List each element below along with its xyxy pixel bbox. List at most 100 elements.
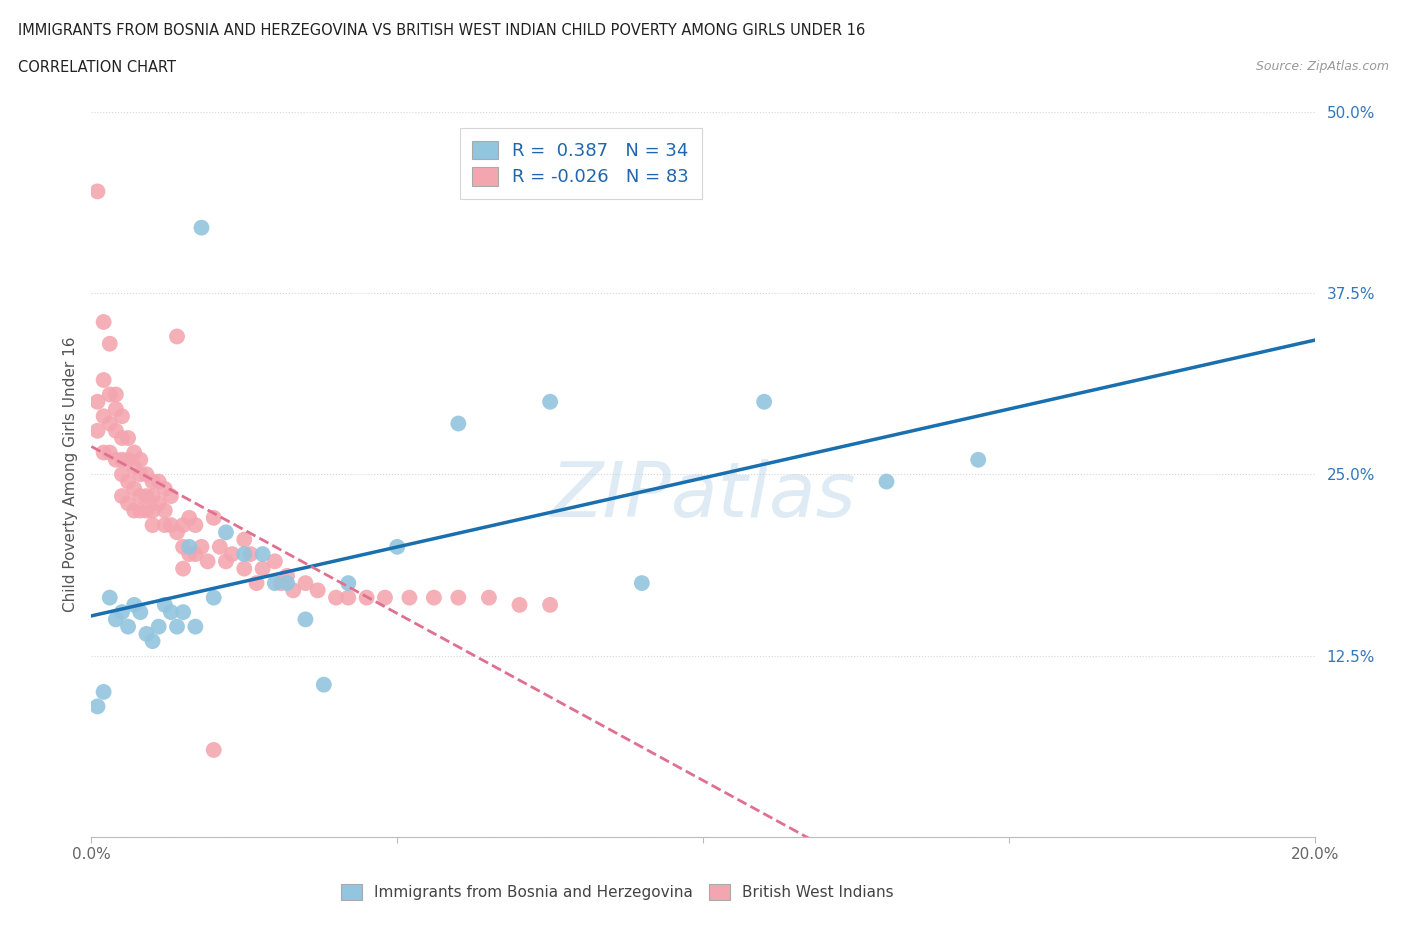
Point — [385, 539, 409, 554]
Point — [148, 474, 170, 489]
Point — [252, 561, 274, 576]
Point — [111, 409, 134, 424]
Point — [117, 452, 139, 467]
Point — [179, 539, 201, 554]
Point — [478, 591, 501, 605]
Point — [104, 612, 127, 627]
Point — [98, 416, 121, 431]
Point — [447, 591, 470, 605]
Point — [98, 591, 121, 605]
Point — [447, 416, 470, 431]
Point — [93, 409, 115, 424]
Point — [276, 576, 298, 591]
Point — [245, 576, 267, 591]
Point — [264, 576, 287, 591]
Point — [111, 604, 134, 619]
Point — [325, 591, 347, 605]
Point — [312, 677, 335, 692]
Point — [135, 627, 157, 642]
Point — [86, 394, 108, 409]
Point — [337, 576, 360, 591]
Point — [252, 547, 274, 562]
Point — [179, 511, 201, 525]
Point — [184, 518, 207, 533]
Point — [93, 373, 115, 388]
Point — [283, 583, 305, 598]
Point — [111, 452, 134, 467]
Point — [111, 488, 134, 503]
Point — [166, 525, 188, 539]
Point — [135, 467, 157, 482]
Point — [374, 591, 396, 605]
Point — [202, 511, 225, 525]
Point — [98, 387, 121, 402]
Point — [509, 597, 531, 612]
Point — [221, 547, 243, 562]
Point — [122, 503, 145, 518]
Point — [117, 496, 139, 511]
Point — [93, 684, 115, 699]
Point — [160, 604, 183, 619]
Point — [86, 184, 108, 199]
Point — [129, 488, 152, 503]
Point — [153, 503, 176, 518]
Point — [172, 561, 194, 576]
Point — [215, 525, 238, 539]
Point — [98, 337, 121, 352]
Point — [538, 394, 561, 409]
Point — [117, 431, 139, 445]
Point — [98, 445, 121, 460]
Point — [967, 452, 990, 467]
Point — [111, 467, 134, 482]
Point — [122, 597, 145, 612]
Point — [184, 619, 207, 634]
Point — [141, 633, 163, 648]
Point — [208, 539, 231, 554]
Point — [86, 423, 108, 438]
Point — [111, 431, 134, 445]
Point — [141, 518, 163, 533]
Point — [153, 597, 176, 612]
Point — [307, 583, 329, 598]
Point — [117, 619, 139, 634]
Point — [135, 503, 157, 518]
Point — [184, 547, 207, 562]
Point — [129, 604, 152, 619]
Point — [172, 539, 194, 554]
Y-axis label: Child Poverty Among Girls Under 16: Child Poverty Among Girls Under 16 — [62, 337, 77, 612]
Point — [276, 568, 298, 583]
Point — [141, 474, 163, 489]
Point — [122, 459, 145, 474]
Point — [239, 547, 262, 562]
Point — [141, 488, 163, 503]
Point — [129, 503, 152, 518]
Point — [166, 619, 188, 634]
Point — [129, 452, 152, 467]
Point — [104, 452, 127, 467]
Point — [172, 518, 194, 533]
Point — [875, 474, 898, 489]
Point — [148, 619, 170, 634]
Point — [86, 699, 108, 714]
Point — [104, 402, 127, 417]
Text: CORRELATION CHART: CORRELATION CHART — [18, 60, 176, 75]
Point — [233, 561, 256, 576]
Point — [423, 591, 446, 605]
Text: IMMIGRANTS FROM BOSNIA AND HERZEGOVINA VS BRITISH WEST INDIAN CHILD POVERTY AMON: IMMIGRANTS FROM BOSNIA AND HERZEGOVINA V… — [18, 23, 866, 38]
Point — [754, 394, 776, 409]
Point — [294, 576, 316, 591]
Point — [356, 591, 378, 605]
Point — [153, 482, 176, 497]
Point — [538, 597, 561, 612]
Point — [233, 547, 256, 562]
Point — [93, 314, 115, 329]
Point — [631, 576, 654, 591]
Point — [202, 742, 225, 757]
Point — [122, 445, 145, 460]
Point — [122, 482, 145, 497]
Point — [172, 604, 194, 619]
Point — [233, 532, 256, 547]
Point — [135, 488, 157, 503]
Text: Source: ZipAtlas.com: Source: ZipAtlas.com — [1256, 60, 1389, 73]
Legend: Immigrants from Bosnia and Herzegovina, British West Indians: Immigrants from Bosnia and Herzegovina, … — [332, 875, 903, 910]
